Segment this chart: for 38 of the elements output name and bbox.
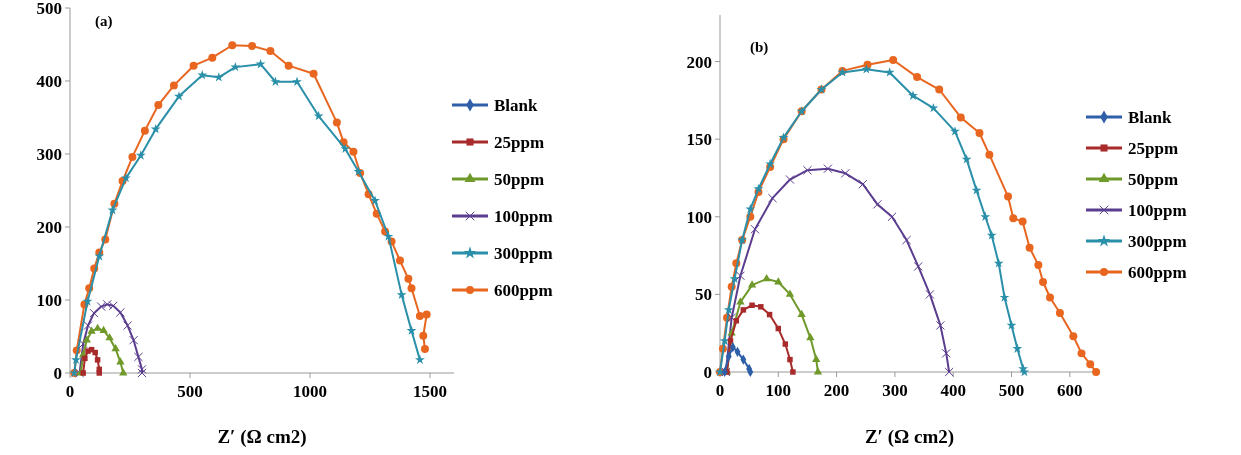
- y-tick-label: 300: [36, 144, 62, 164]
- x-tick-label: 500: [177, 382, 203, 401]
- x-tick-label: 1500: [413, 382, 447, 401]
- x-tick-label: 1000: [293, 382, 327, 401]
- legend-label: 100ppm: [494, 206, 553, 226]
- x-tick-label: 500: [998, 381, 1025, 400]
- legend-label: 300ppm: [494, 243, 553, 263]
- y-tick-label: 500: [36, 0, 62, 18]
- y-tick-label: 400: [36, 71, 62, 91]
- x-tick-label: 200: [823, 381, 850, 400]
- y-tick-label: 200: [36, 217, 62, 237]
- legend-label: Blank: [494, 95, 539, 115]
- legend-label: 50ppm: [1128, 169, 1179, 189]
- legend-label: 100ppm: [1128, 200, 1187, 220]
- legend-label: 300ppm: [1128, 231, 1187, 251]
- chart-title: (a): [95, 13, 113, 30]
- legend-label: 25ppm: [494, 132, 545, 152]
- y-tick-label: 100: [686, 207, 712, 227]
- legend-label: Blank: [1128, 107, 1173, 127]
- x-axis-title: Z′ (Ω cm2): [864, 426, 955, 448]
- x-tick-label: 600: [1057, 381, 1083, 400]
- legend-label: 600ppm: [494, 280, 553, 300]
- x-tick-label: 300: [882, 381, 908, 400]
- y-tick-label: 50: [695, 285, 712, 305]
- x-tick-label: 0: [65, 382, 75, 401]
- x-tick-label: 0: [715, 381, 725, 400]
- y-tick-label: 0: [53, 363, 62, 383]
- y-tick-label: 200: [686, 52, 712, 72]
- y-tick-label: 100: [36, 290, 62, 310]
- legend-label: 25ppm: [1128, 138, 1179, 158]
- legend-label: 600ppm: [1128, 262, 1187, 282]
- text: (b): [750, 39, 769, 56]
- legend-label: 50ppm: [494, 169, 545, 189]
- x-tick-label: 100: [765, 381, 792, 400]
- x-axis-title: Z′ (Ω cm2): [217, 426, 307, 448]
- y-tick-label: 0: [703, 362, 712, 382]
- x-tick-label: 400: [940, 381, 966, 400]
- y-tick-label: 150: [686, 130, 712, 150]
